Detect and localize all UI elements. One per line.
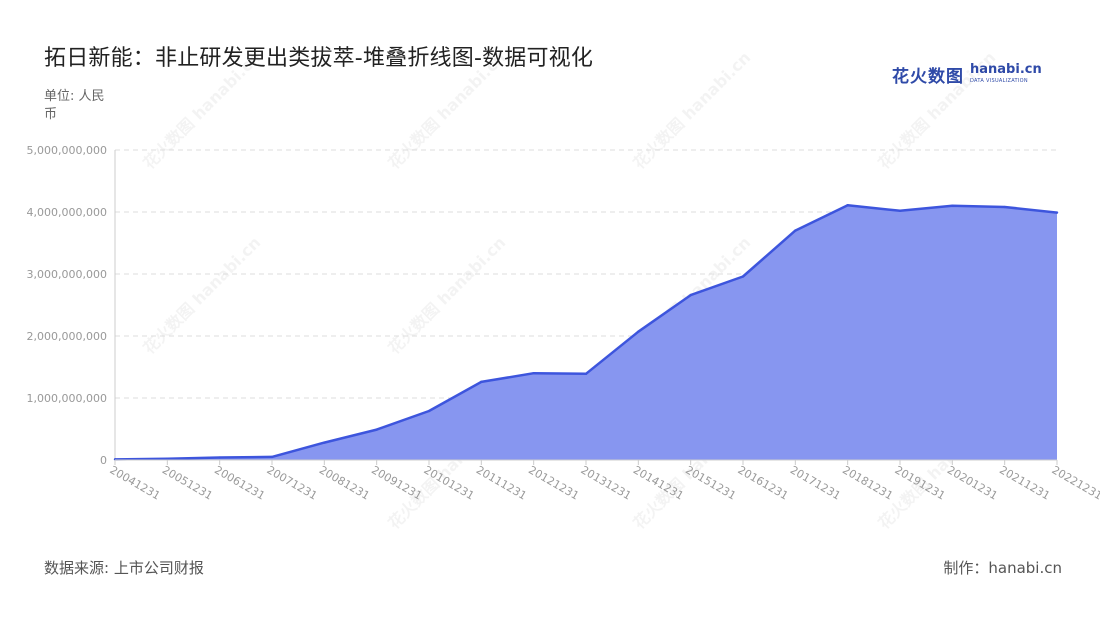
data-point <box>1003 205 1006 209</box>
x-tick-label: 20071231 <box>265 463 320 502</box>
data-point <box>218 456 221 459</box>
y-tick-label: 3,000,000,000 <box>27 268 107 281</box>
watermark-text: 花火数图 hanabi.cn <box>139 48 264 173</box>
data-point <box>584 372 588 376</box>
data-point <box>1055 211 1059 214</box>
x-tick-label: 20061231 <box>212 463 267 502</box>
data-point <box>375 428 378 431</box>
data-point <box>689 293 692 297</box>
x-tick-label: 20171231 <box>788 463 843 502</box>
x-tick-label: 20111231 <box>474 463 529 502</box>
chart-title: 拓日新能：非止研发更出类拔萃-堆叠折线图-数据可视化 <box>44 46 594 71</box>
credit-text: 制作：hanabi.cn <box>943 559 1062 577</box>
x-tick-label: 20051231 <box>160 463 215 502</box>
y-tick-label: 0 <box>100 454 107 467</box>
series-area <box>115 205 1057 460</box>
data-point <box>741 275 745 278</box>
unit-label: 单位: 人民币 <box>44 89 105 122</box>
series-layer <box>113 203 1059 461</box>
x-tick-label: 20161231 <box>736 463 791 502</box>
watermark-text: 花火数图 hanabi.cn <box>384 233 509 358</box>
data-point <box>480 380 483 384</box>
data-point <box>898 209 902 212</box>
data-point <box>637 330 640 333</box>
data-point <box>166 457 169 460</box>
watermark-text: 花火数图 hanabi.cn <box>139 233 264 358</box>
x-tick-label: 20081231 <box>317 463 372 502</box>
y-axis-ticks: 0 1,000,000,000 2,000,000,000 3,000,000,000… <box>27 144 116 467</box>
data-source: 数据来源: 上市公司财报 <box>44 559 204 577</box>
logo-en-text: hanabi.cn <box>970 62 1042 77</box>
y-tick-label: 2,000,000,000 <box>27 330 107 343</box>
y-tick-label: 5,000,000,000 <box>27 144 107 157</box>
x-tick-label: 20201231 <box>945 463 1000 502</box>
x-tick-label: 20121231 <box>526 463 581 502</box>
data-point <box>951 204 954 207</box>
data-point <box>532 372 535 375</box>
y-tick-label: 1,000,000,000 <box>27 392 107 405</box>
x-axis: 2004123120051231200612312007123120081231… <box>108 459 1100 503</box>
watermark-text: 花火数图 hanabi.cn <box>384 48 509 173</box>
data-point <box>323 441 326 444</box>
x-tick-label: 20091231 <box>369 463 424 502</box>
y-tick-label: 4,000,000,000 <box>27 206 107 219</box>
data-point <box>794 229 797 232</box>
x-tick-label: 20041231 <box>108 463 163 502</box>
watermark-text: 花火数图 hanabi.cn <box>629 48 754 173</box>
watermark-text: 花火数图 hanabi.cn <box>874 48 999 173</box>
logo-sub-text: DATA VISUALIZATION <box>970 78 1028 84</box>
data-point <box>427 409 431 413</box>
logo-cn-text: 花火数图 <box>892 67 964 87</box>
x-tick-label: 20181231 <box>840 463 895 502</box>
x-tick-label: 20221231 <box>1050 463 1100 502</box>
x-tick-label: 20131231 <box>579 463 634 502</box>
x-tick-label: 20211231 <box>997 463 1052 502</box>
data-point <box>846 203 849 207</box>
hanabi-logo: 花火数图 hanabi.cn DATA VISUALIZATION <box>892 58 1042 88</box>
data-point <box>270 455 274 459</box>
